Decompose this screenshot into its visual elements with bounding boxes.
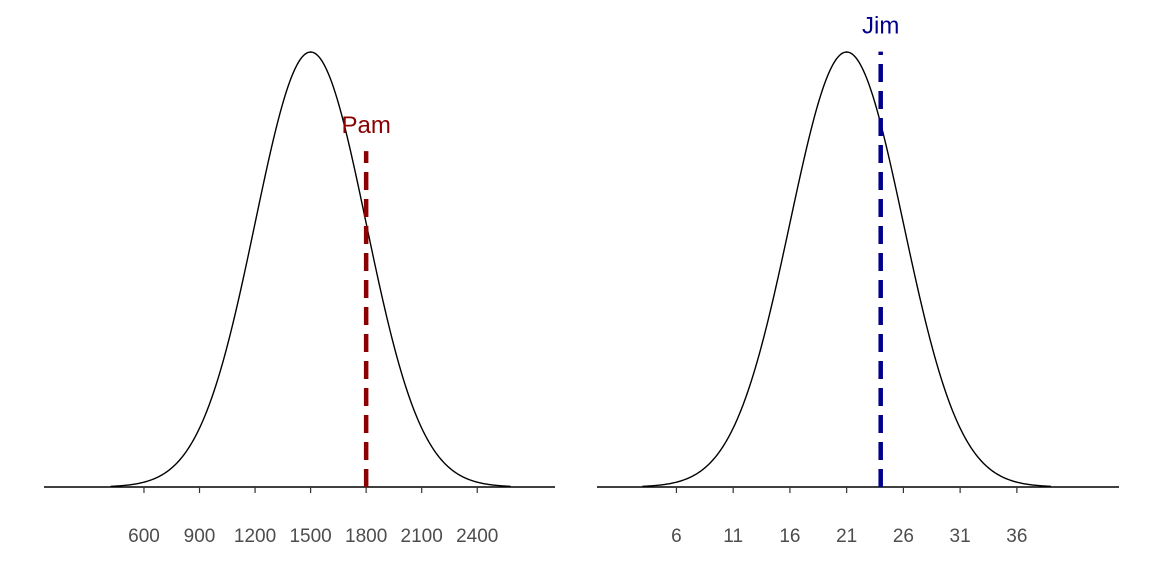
jim-density-curve	[642, 51, 1051, 488]
pam-x-tick-label: 900	[184, 526, 216, 547]
pam-x-tick-label: 600	[128, 526, 160, 547]
jim-x-tick-label: 26	[893, 526, 914, 547]
pam-marker-label: Pam	[341, 112, 390, 139]
jim-x-tick-label: 36	[1006, 526, 1027, 547]
pam-x-tick-label: 2400	[456, 526, 498, 547]
pam-x-tick-label: 1500	[289, 526, 331, 547]
jim-x-tick-label: 11	[723, 526, 743, 547]
pam-x-tick-label: 1800	[345, 526, 387, 547]
jim-marker-label: Jim	[862, 13, 899, 40]
jim-density-panel: 6 11 16 21 26 31 36 Jim	[597, 13, 1119, 547]
pam-density-curve	[110, 51, 511, 488]
jim-x-tick-label: 21	[836, 526, 857, 547]
pam-x-tick-label: 2100	[401, 526, 443, 547]
pam-density-panel: 600 900 1200 1500 1800 2100 2400 Pam	[44, 51, 555, 547]
pam-x-tick-label: 1200	[234, 526, 276, 547]
jim-x-tick-label: 16	[779, 526, 800, 547]
jim-x-tick-label: 31	[950, 526, 971, 547]
jim-x-tick-label: 6	[671, 526, 682, 547]
